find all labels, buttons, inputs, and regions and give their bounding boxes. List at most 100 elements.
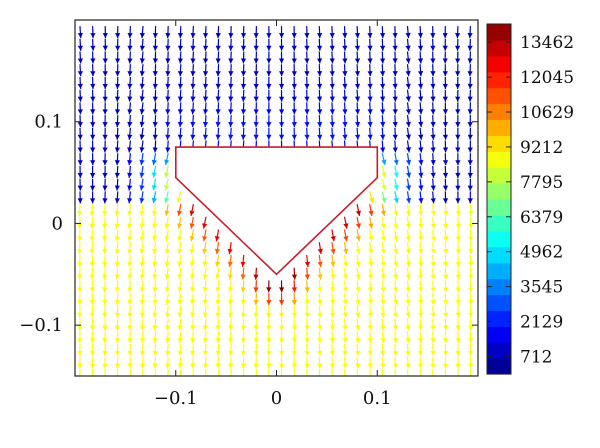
velocity-arrow (202, 254, 208, 267)
velocity-arrow (393, 280, 399, 293)
velocity-arrow (102, 115, 108, 128)
velocity-arrow (77, 242, 83, 255)
velocity-arrow (165, 343, 171, 356)
velocity-arrow (77, 178, 83, 191)
velocity-arrow (279, 38, 285, 51)
velocity-arrow (266, 89, 272, 102)
velocity-arrow (190, 343, 196, 356)
velocity-arrow (304, 254, 310, 267)
velocity-arrow (405, 115, 411, 128)
velocity-arrow (102, 127, 108, 140)
velocity-arrow (367, 38, 373, 51)
velocity-arrow (443, 229, 449, 242)
velocity-arrow (164, 254, 170, 267)
velocity-arrow (253, 356, 259, 369)
velocity-arrow (342, 343, 348, 356)
velocity-arrow (393, 229, 399, 242)
velocity-arrow (102, 293, 108, 306)
velocity-arrow (127, 254, 133, 267)
velocity-arrow (317, 102, 323, 115)
velocity-arrow (266, 280, 272, 293)
velocity-arrow (468, 216, 474, 229)
velocity-arrow (177, 229, 183, 242)
velocity-arrow (139, 38, 145, 51)
velocity-arrow (77, 204, 83, 217)
velocity-arrow (190, 356, 196, 369)
velocity-arrow (77, 38, 83, 51)
velocity-arrow (381, 178, 387, 191)
velocity-arrow (342, 356, 348, 369)
velocity-arrow (228, 356, 234, 369)
velocity-arrow (253, 115, 259, 128)
velocity-arrow (152, 102, 158, 115)
velocity-arrow (227, 280, 234, 293)
velocity-arrow (304, 343, 310, 356)
velocity-arrow (405, 102, 411, 115)
obstacle-outline (175, 146, 379, 276)
velocity-arrow (190, 331, 196, 344)
velocity-arrow (177, 343, 183, 356)
velocity-arrow (354, 38, 360, 51)
velocity-arrow (266, 76, 272, 90)
velocity-arrow (203, 26, 209, 39)
velocity-arrow (228, 102, 234, 115)
colorbar-step (487, 135, 511, 152)
velocity-arrow (418, 204, 424, 217)
velocity-arrow (329, 76, 335, 89)
velocity-arrow (177, 318, 183, 331)
velocity-arrow (114, 216, 120, 229)
velocity-arrow (190, 280, 196, 293)
colorbar-step (487, 310, 511, 327)
velocity-arrow (253, 127, 259, 140)
velocity-arrows (77, 26, 474, 376)
velocity-arrow (139, 127, 145, 140)
velocity-arrow (102, 89, 108, 102)
velocity-arrow (227, 254, 233, 267)
velocity-arrow (443, 331, 449, 344)
velocity-arrow (203, 89, 209, 102)
velocity-arrow (77, 216, 83, 229)
velocity-arrow (430, 267, 436, 280)
velocity-arrow (127, 38, 133, 51)
velocity-arrow (253, 38, 259, 51)
velocity-arrow (90, 115, 96, 128)
velocity-arrow (367, 102, 373, 115)
velocity-arrow (190, 51, 196, 64)
velocity-arrow (77, 343, 83, 357)
velocity-arrow (202, 280, 208, 293)
velocity-arrow (240, 38, 247, 51)
velocity-arrow (291, 38, 297, 51)
y-tick-label: 0 (52, 213, 63, 234)
velocity-arrow (342, 89, 348, 102)
velocity-arrow (442, 115, 448, 128)
velocity-arrow (102, 140, 108, 153)
velocity-arrow (330, 267, 336, 280)
velocity-arrow (165, 26, 171, 39)
velocity-arrow (405, 318, 411, 331)
velocity-arrow (430, 254, 436, 267)
velocity-arrow (442, 140, 449, 153)
velocity-arrow (165, 89, 171, 102)
velocity-arrow (317, 305, 323, 318)
velocity-arrow (455, 102, 461, 115)
velocity-arrow (177, 254, 183, 267)
velocity-arrow (417, 26, 423, 39)
velocity-arrow (355, 229, 361, 242)
colorbar-step (487, 119, 511, 136)
velocity-arrow (90, 140, 96, 153)
velocity-arrow (89, 293, 95, 306)
velocity-arrow (381, 165, 387, 178)
velocity-arrow (164, 153, 170, 166)
velocity-arrow (140, 356, 146, 369)
velocity-arrow (77, 127, 83, 140)
velocity-arrow (355, 216, 361, 229)
velocity-arrow (279, 115, 285, 128)
velocity-arrow (228, 318, 234, 331)
velocity-arrow (152, 127, 158, 140)
velocity-arrow (266, 51, 272, 64)
velocity-arrow (89, 318, 95, 331)
velocity-arrow (317, 26, 323, 39)
velocity-arrow (77, 115, 83, 128)
velocity-arrow (164, 178, 170, 191)
velocity-arrow (467, 38, 473, 51)
